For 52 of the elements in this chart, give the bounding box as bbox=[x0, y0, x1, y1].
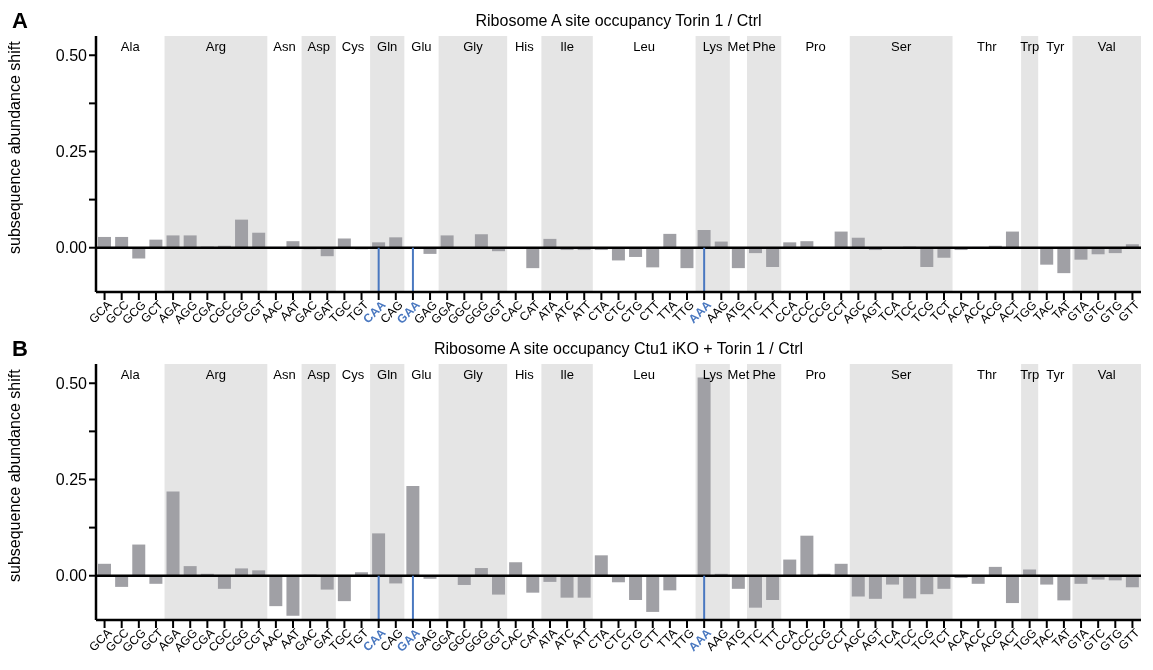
band-label: Gln bbox=[377, 39, 398, 55]
band-label: Gly bbox=[463, 367, 484, 383]
y-tick-label: 0.50 bbox=[55, 46, 88, 64]
annotation: Asn bbox=[273, 39, 296, 55]
annotation: Ala bbox=[120, 39, 141, 55]
annotation: His bbox=[514, 367, 535, 383]
band-label: Ile bbox=[560, 367, 574, 383]
annotation: Asn bbox=[273, 367, 296, 383]
chart-title: Ribosome A site occupancy Ctu1 iKO + Torin 1 / Ctrl bbox=[432, 340, 805, 358]
y-tick-label: 0.00 bbox=[55, 567, 88, 585]
band-label: Trp bbox=[1020, 367, 1040, 383]
annotation: His bbox=[514, 39, 535, 55]
annotation: Thr bbox=[977, 367, 998, 383]
annotation: Glu bbox=[411, 367, 432, 383]
band-label: Gln bbox=[377, 367, 398, 383]
band-label: Arg bbox=[205, 367, 227, 383]
text: A bbox=[12, 8, 28, 34]
band-label: Ser bbox=[891, 367, 912, 383]
annotation: Pro bbox=[805, 39, 826, 55]
annotation: Glu bbox=[411, 39, 432, 55]
annotation: Thr bbox=[977, 39, 998, 55]
annotation: Met bbox=[727, 367, 750, 383]
annotation: Tyr bbox=[1046, 39, 1066, 55]
annotation: Tyr bbox=[1046, 367, 1066, 383]
annotation: Leu bbox=[633, 39, 656, 55]
band-label: Gly bbox=[463, 39, 484, 55]
band-label: Arg bbox=[205, 39, 227, 55]
band-label: Val bbox=[1097, 39, 1116, 55]
y-tick-label: 0.25 bbox=[55, 143, 88, 161]
y-tick-label: 0.25 bbox=[55, 471, 88, 489]
band-label: Lys bbox=[702, 367, 724, 383]
annotation: Met bbox=[727, 39, 750, 55]
annotation: Ala bbox=[120, 367, 141, 383]
band-label: Asp bbox=[307, 39, 330, 55]
text: B bbox=[12, 336, 28, 362]
annotation: Leu bbox=[633, 367, 656, 383]
annotation: Cys bbox=[341, 39, 365, 55]
band-label: Phe bbox=[752, 39, 776, 55]
band-label: Trp bbox=[1020, 39, 1040, 55]
band-label: Ile bbox=[560, 39, 574, 55]
band-label: Ser bbox=[891, 39, 912, 55]
y-axis-title: subsequence abundance shift bbox=[5, 368, 23, 582]
y-axis-title: subsequence abundance shift bbox=[5, 40, 23, 254]
annotation: Cys bbox=[341, 367, 365, 383]
band-label: Asp bbox=[307, 367, 330, 383]
band-label: Phe bbox=[752, 367, 776, 383]
y-tick-label: 0.50 bbox=[55, 374, 88, 392]
chart-title: Ribosome A site occupancy Torin 1 / Ctrl bbox=[474, 12, 763, 30]
annotation: Pro bbox=[805, 367, 826, 383]
band-label: Lys bbox=[702, 39, 724, 55]
y-tick-label: 0.00 bbox=[55, 239, 88, 257]
band-label: Val bbox=[1097, 367, 1116, 383]
